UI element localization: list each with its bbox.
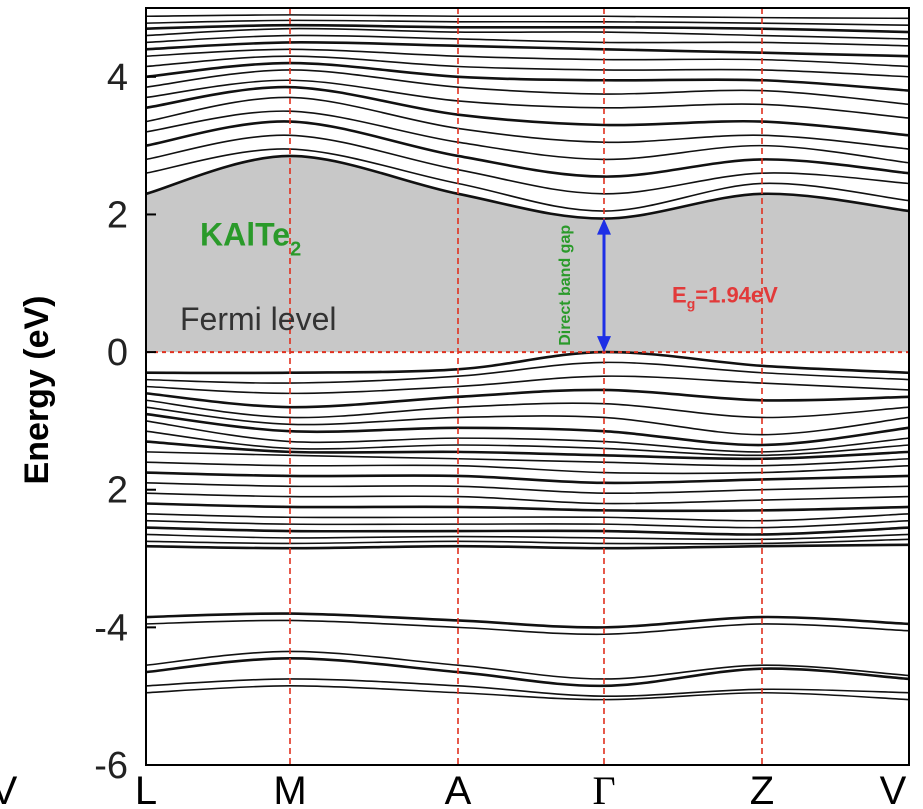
valence-band-4 (145, 388, 910, 409)
valence-band-15 (145, 492, 910, 505)
material-subscript: 2 (290, 238, 301, 260)
y-tick-label: 2 (107, 194, 128, 236)
valence-band-19 (145, 526, 910, 536)
conduction-band-15 (145, 27, 910, 40)
valence-band-9 (145, 430, 910, 457)
valence-band-8 (145, 420, 910, 453)
y-axis-label: Energy (eV) (18, 296, 56, 485)
valence-band-20 (145, 533, 910, 541)
kpoint-label-gamma: Γ (592, 768, 615, 809)
conduction-band-6 (145, 96, 910, 150)
conduction-band-4 (145, 120, 910, 178)
valence-band-13 (145, 471, 910, 485)
conduction-band-1 (145, 154, 910, 220)
y-tick-label: 2 (107, 470, 128, 512)
conduction-band-5 (145, 110, 910, 164)
fermi-level-label: Fermi level (180, 301, 336, 337)
y-tick-label: 4 (107, 57, 128, 99)
deep-band-1 (145, 612, 910, 629)
conduction-band-16 (145, 23, 910, 34)
plot-frame (145, 7, 910, 766)
valence-band-22 (145, 543, 910, 550)
deep-band-6 (145, 685, 910, 701)
material-formula: KAlTe (200, 216, 290, 252)
deep-band-5 (145, 678, 910, 697)
deep-band-3 (145, 650, 910, 680)
kpoint-label-z: Z (750, 769, 774, 809)
valence-band-10 (145, 440, 910, 461)
conduction-band-14 (145, 34, 910, 47)
kpoint-label-m: M (273, 769, 306, 809)
kpoint-label-a: A (445, 769, 472, 809)
conduction-band-3 (145, 134, 910, 195)
conduction-band-12 (145, 48, 910, 68)
valence-band-18 (145, 519, 910, 529)
valence-band-6 (145, 406, 910, 436)
direct-band-gap-label: Direct band gap (557, 225, 574, 346)
valence-band-5 (145, 399, 910, 419)
deep-band-2 (145, 619, 910, 636)
kpoint-label-v: V (880, 769, 907, 809)
conduction-band-18 (145, 14, 910, 20)
band-gap-shaded-region (146, 155, 909, 353)
valence-band-7 (145, 412, 910, 447)
y-tick-label: -6 (94, 745, 128, 787)
valence-band-11 (145, 451, 910, 467)
valence-band-1 (145, 350, 910, 375)
kpoint-label-v-left-partial: V (0, 769, 18, 809)
conduction-band-11 (145, 55, 910, 78)
valence-band-2 (145, 361, 910, 384)
x-axis-labels: L M A Γ Z VV (0, 768, 907, 809)
y-tick-label: -4 (94, 607, 128, 649)
valence-band-12 (145, 461, 910, 475)
valence-band-3 (145, 375, 910, 395)
valence-band-21 (145, 538, 910, 545)
arrow-head-top (597, 218, 611, 235)
y-tick-label: 0 (107, 332, 128, 374)
y-axis-ticks: 4 2 0 2 -4 -6 (94, 57, 156, 787)
conduction-band-9 (145, 69, 910, 106)
band-lines (145, 14, 910, 701)
conduction-band-13 (145, 41, 910, 58)
gap-symbol: E (672, 283, 687, 308)
conduction-band-8 (145, 79, 910, 119)
arrow-head-bottom (597, 336, 611, 353)
gap-subscript: g (687, 296, 696, 312)
conduction-band-10 (145, 61, 910, 92)
material-label: KAlTe2 (200, 216, 301, 260)
conduction-band-17 (145, 19, 910, 27)
gap-value: =1.94eV (695, 283, 778, 308)
conduction-band-7 (145, 85, 910, 137)
valence-band-16 (145, 502, 910, 513)
deep-band-4 (145, 657, 910, 688)
valence-band-17 (145, 513, 910, 522)
gap-energy-label: Eg=1.94eV (672, 283, 778, 312)
conduction-band-2 (145, 148, 910, 212)
high-symmetry-guides (289, 8, 763, 765)
valence-band-14 (145, 482, 910, 495)
kpoint-label-l: L (135, 769, 157, 809)
